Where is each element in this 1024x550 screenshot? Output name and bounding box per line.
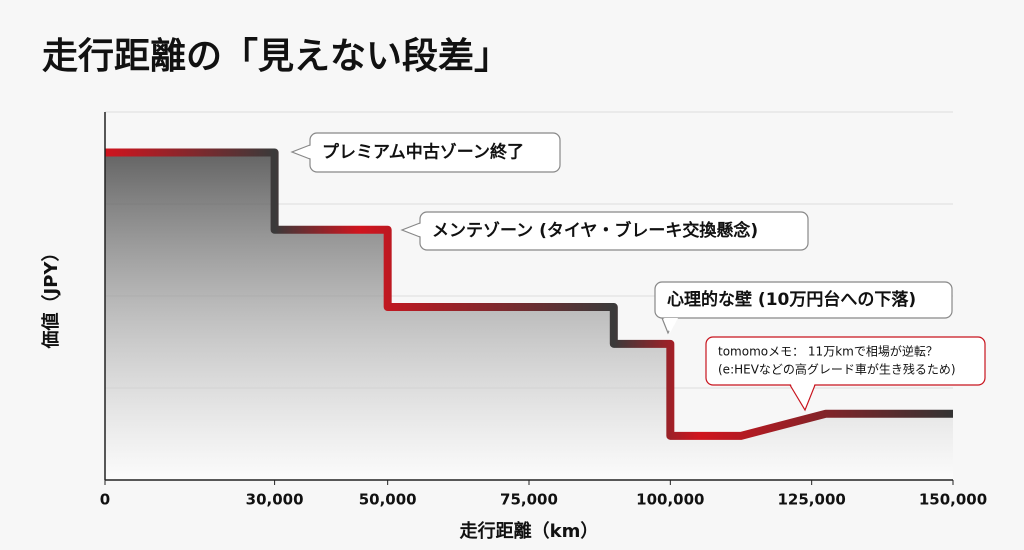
x-tick-label: 100,000 — [636, 491, 704, 509]
chart-title: 走行距離の「見えない段差」 — [42, 36, 510, 77]
x-tick-label: 150,000 — [919, 491, 987, 509]
area — [105, 152, 953, 481]
x-axis-label: 走行距離（km） — [460, 520, 599, 542]
callout-cover — [294, 145, 312, 159]
x-tick-label: 30,000 — [246, 491, 304, 509]
x-tick-label: 50,000 — [359, 491, 417, 509]
callout-text: tomomoメモ： 11万kmで相場が逆転？ — [718, 344, 938, 359]
callout: メンテゾーン (タイヤ・ブレーキ交換懸念) — [400, 211, 809, 251]
callout-cover — [664, 318, 678, 333]
y-axis-label: 価値（JPY） — [40, 244, 62, 350]
callout-text: プレミアム中古ゾーン終了 — [322, 142, 524, 163]
x-tick-label: 125,000 — [778, 491, 846, 509]
callout-cover — [404, 223, 422, 237]
callout: tomomoメモ： 11万kmで相場が逆転？ (e:HEVなどの高グレード車が生き… — [705, 336, 986, 412]
callout-cover — [790, 383, 815, 408]
callout-text: メンテゾーン (タイヤ・ブレーキ交換懸念) — [432, 220, 758, 241]
callout: 心理的な壁 (10万円台への下落) — [654, 281, 953, 335]
x-tick-label: 75,000 — [500, 491, 558, 509]
callout: プレミアム中古ゾーン終了 — [290, 132, 561, 173]
callout-box — [705, 336, 986, 386]
callout-text: 心理的な壁 (10万円台への下落) — [667, 289, 916, 310]
callout-text: (e:HEVなどの高グレード車が生き残るため) — [718, 362, 956, 377]
x-tick-label: 0 — [100, 491, 110, 509]
callout-box — [654, 281, 953, 319]
line — [105, 148, 953, 440]
